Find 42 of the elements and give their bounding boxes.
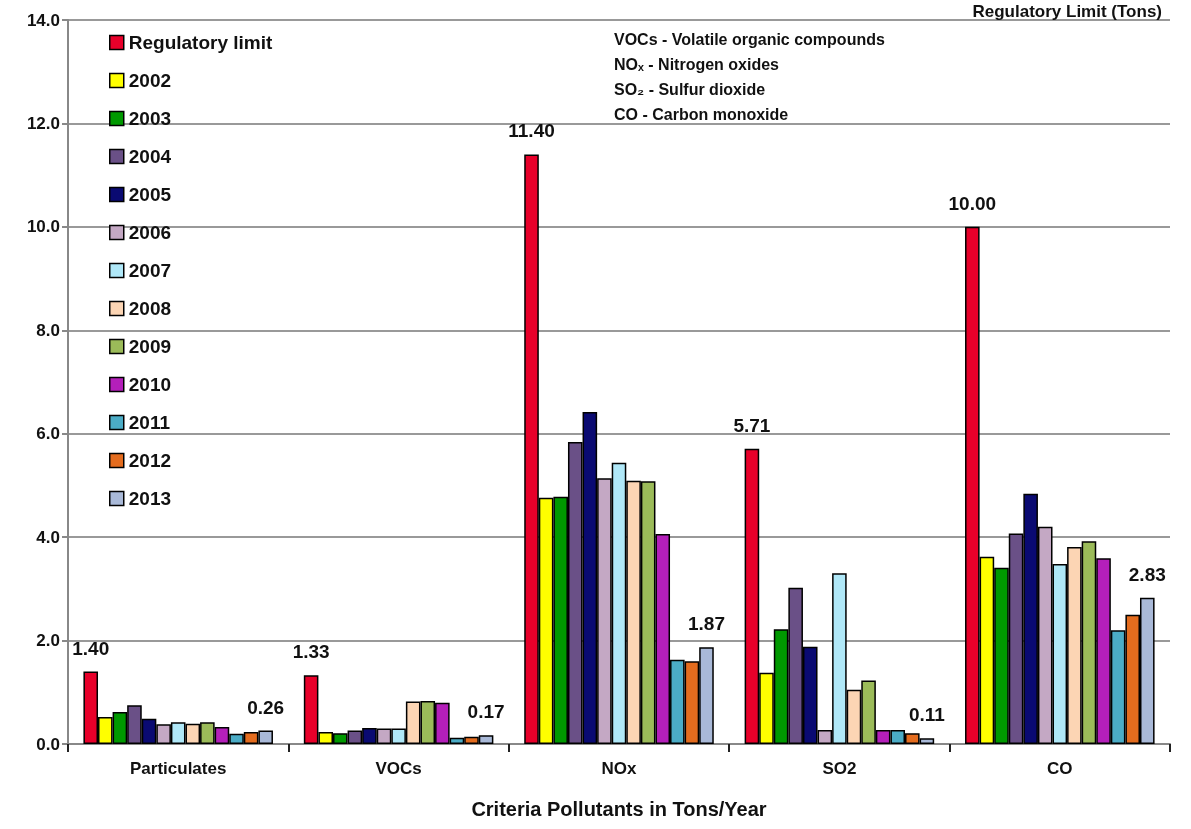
annotation: NOₓ - Nitrogen oxides <box>614 55 780 73</box>
annotation: VOCs - Volatile organic compounds <box>614 30 885 48</box>
y-tick-label: 6.0 <box>36 424 60 444</box>
data-label: 0.26 <box>247 696 285 718</box>
legend-label: 2002 <box>128 70 172 91</box>
legend-label: 2005 <box>128 184 172 205</box>
x-axis-title: Criteria Pollutants in Tons/Year <box>471 798 767 820</box>
legend-label: 2010 <box>128 374 172 395</box>
y-tick-label: 14.0 <box>26 10 60 30</box>
data-label: 10.00 <box>948 192 997 214</box>
y-tick-label: 4.0 <box>36 527 60 547</box>
data-label: 1.40 <box>72 637 110 659</box>
x-tick-label: VOCs <box>375 759 422 778</box>
x-tick-label: Particulates <box>130 759 227 778</box>
legend-label: 2008 <box>128 298 172 319</box>
data-label: 0.17 <box>467 701 505 723</box>
data-label: 1.33 <box>292 641 330 663</box>
x-tick-label: NOx <box>601 759 638 778</box>
data-label: 11.40 <box>508 120 555 142</box>
y-tick-label: 10.0 <box>26 217 60 237</box>
y-tick-label: 12.0 <box>26 113 60 133</box>
x-tick-label: CO <box>1047 759 1073 778</box>
legend-label: 2004 <box>128 146 172 167</box>
legend-label: 2013 <box>128 488 172 509</box>
legend-label: Regulatory limit <box>128 32 273 53</box>
y-tick-label: 2.0 <box>36 631 60 651</box>
legend-label: 2006 <box>128 222 172 243</box>
legend-label: 2012 <box>128 450 172 471</box>
chart-title: Regulatory Limit (Tons) <box>972 2 1162 21</box>
legend-label: 2011 <box>128 412 171 433</box>
data-label: 1.87 <box>687 613 725 635</box>
legend-label: 2009 <box>128 336 172 357</box>
data-label: 5.71 <box>733 414 771 436</box>
x-tick-label: SO2 <box>822 759 857 778</box>
legend-label: 2007 <box>128 260 172 281</box>
data-label: 2.83 <box>1128 563 1166 585</box>
annotation: SO₂ - Sulfur dioxide <box>614 80 766 98</box>
annotation: CO - Carbon monoxide <box>614 105 789 123</box>
data-label: 0.11 <box>908 704 946 726</box>
y-tick-label: 8.0 <box>36 320 60 340</box>
legend-label: 2003 <box>128 108 172 129</box>
y-tick-label: 0.0 <box>36 734 60 754</box>
